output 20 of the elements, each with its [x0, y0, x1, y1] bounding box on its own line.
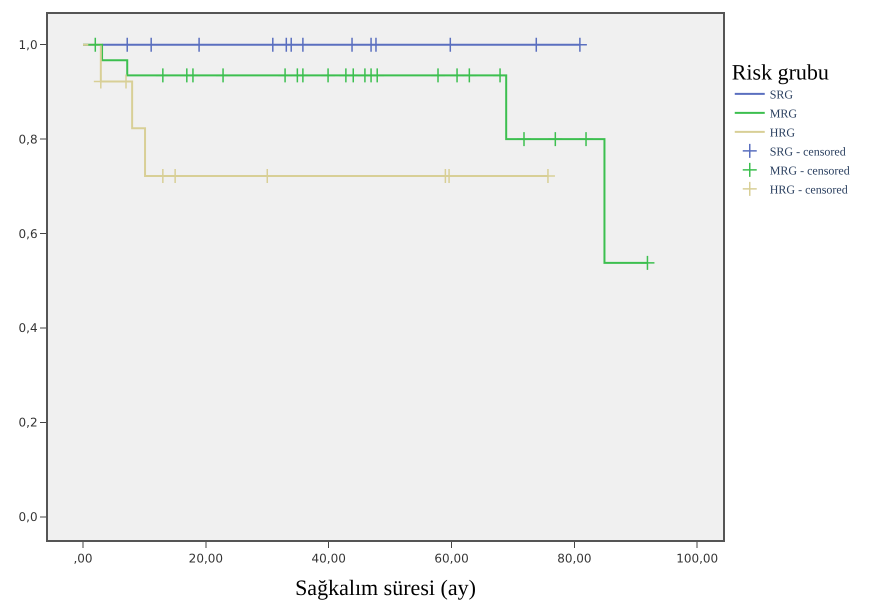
x-tick-label: 60,00	[434, 551, 469, 566]
legend-label: HRG	[770, 126, 796, 140]
y-tick-label: 0,2	[18, 416, 38, 430]
y-tick-label: 0,6	[18, 226, 38, 241]
y-tick-label: 0,4	[18, 321, 38, 336]
legend-title: Risk grubu	[732, 59, 829, 84]
x-tick-label: 80,00	[557, 551, 592, 566]
y-tick-label: 0,8	[18, 132, 38, 146]
x-tick-label: ,00	[73, 551, 93, 566]
x-axis-title: Sağkalım süresi (ay)	[295, 574, 476, 600]
x-tick-label: 40,00	[312, 551, 346, 566]
legend-label: SRG	[770, 88, 794, 102]
x-tick-label: 100,00	[676, 551, 718, 566]
legend-label: HRG - censored	[770, 182, 848, 197]
y-tick-label: 1,0	[18, 38, 38, 52]
legend-label: MRG	[770, 106, 798, 121]
x-tick-label: 20,00	[188, 551, 224, 566]
legend-label: MRG - censored	[770, 164, 850, 178]
y-tick-label: 0,0	[18, 510, 38, 524]
legend-label: SRG - censored	[770, 144, 846, 159]
